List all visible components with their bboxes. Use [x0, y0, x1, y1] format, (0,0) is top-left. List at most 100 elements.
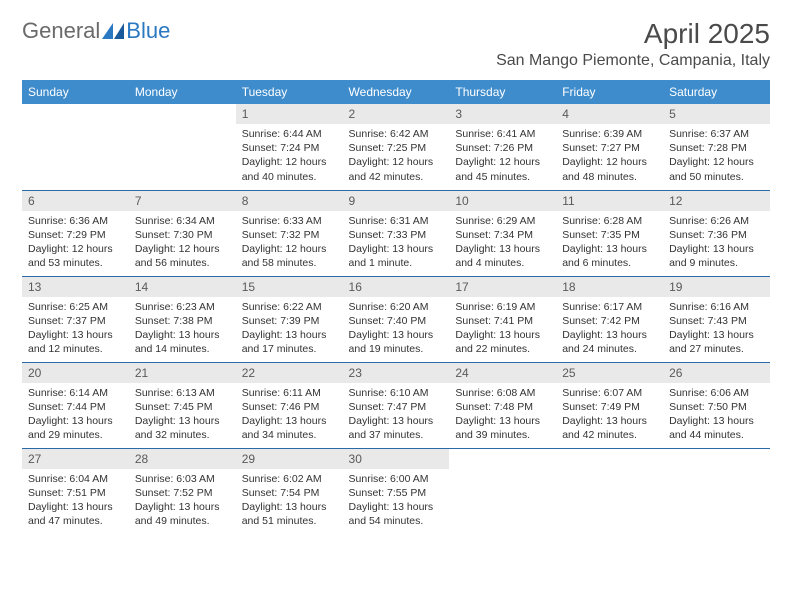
day-details: Sunrise: 6:37 AMSunset: 7:28 PMDaylight:…: [663, 124, 770, 188]
day-cell: 18Sunrise: 6:17 AMSunset: 7:42 PMDayligh…: [556, 276, 663, 362]
sunset-text: Sunset: 7:50 PM: [669, 400, 764, 414]
day-details: Sunrise: 6:28 AMSunset: 7:35 PMDaylight:…: [556, 211, 663, 275]
day-details: Sunrise: 6:31 AMSunset: 7:33 PMDaylight:…: [343, 211, 450, 275]
day-details: Sunrise: 6:16 AMSunset: 7:43 PMDaylight:…: [663, 297, 770, 361]
day-details: Sunrise: 6:13 AMSunset: 7:45 PMDaylight:…: [129, 383, 236, 447]
day-number: 2: [343, 104, 450, 124]
page-header: General Blue April 2025 San Mango Piemon…: [22, 18, 770, 70]
sunrise-text: Sunrise: 6:41 AM: [455, 127, 550, 141]
day-number: 7: [129, 191, 236, 211]
day-details: Sunrise: 6:33 AMSunset: 7:32 PMDaylight:…: [236, 211, 343, 275]
daylight-text: Daylight: 12 hours and 50 minutes.: [669, 155, 764, 183]
day-cell: 8Sunrise: 6:33 AMSunset: 7:32 PMDaylight…: [236, 190, 343, 276]
day-cell: 4Sunrise: 6:39 AMSunset: 7:27 PMDaylight…: [556, 104, 663, 190]
day-header: Friday: [556, 80, 663, 104]
day-number: 8: [236, 191, 343, 211]
sunset-text: Sunset: 7:28 PM: [669, 141, 764, 155]
sunset-text: Sunset: 7:51 PM: [28, 486, 123, 500]
day-cell: 27 Sunrise: 6:04 AMSunset: 7:51 PMDayligh…: [22, 448, 129, 534]
day-details: Sunrise: 6:42 AMSunset: 7:25 PMDaylight:…: [343, 124, 450, 188]
day-number: 23: [343, 363, 450, 383]
day-cell: 26Sunrise: 6:06 AMSunset: 7:50 PMDayligh…: [663, 362, 770, 448]
title-block: April 2025 San Mango Piemonte, Campania,…: [496, 18, 770, 70]
sunset-text: Sunset: 7:40 PM: [349, 314, 444, 328]
day-details: Sunrise: 6:03 AMSunset: 7:52 PMDaylight:…: [129, 469, 236, 533]
day-cell: [22, 104, 129, 190]
day-cell: 29Sunrise: 6:02 AMSunset: 7:54 PMDayligh…: [236, 448, 343, 534]
sunrise-text: Sunrise: 6:44 AM: [242, 127, 337, 141]
sunrise-text: Sunrise: 6:26 AM: [669, 214, 764, 228]
logo-text-1: General: [22, 18, 100, 44]
day-header: Monday: [129, 80, 236, 104]
daylight-text: Daylight: 12 hours and 42 minutes.: [349, 155, 444, 183]
day-number: 17: [449, 277, 556, 297]
sunset-text: Sunset: 7:52 PM: [135, 486, 230, 500]
sunrise-text: Sunrise: 6:36 AM: [28, 214, 123, 228]
day-cell: 6Sunrise: 6:36 AMSunset: 7:29 PMDaylight…: [22, 190, 129, 276]
daylight-text: Daylight: 13 hours and 17 minutes.: [242, 328, 337, 356]
week-row: 27Sunrise: 6:04 AMSunset: 7:51 PMDayligh…: [22, 448, 770, 534]
day-cell: 16Sunrise: 6:20 AMSunset: 7:40 PMDayligh…: [343, 276, 450, 362]
month-title: April 2025: [496, 18, 770, 50]
sunrise-text: Sunrise: 6:33 AM: [242, 214, 337, 228]
week-row: 6Sunrise: 6:36 AMSunset: 7:29 PMDaylight…: [22, 190, 770, 276]
sunrise-text: Sunrise: 6:04 AM: [28, 472, 123, 486]
day-header: Wednesday: [343, 80, 450, 104]
day-cell: 3Sunrise: 6:41 AMSunset: 7:26 PMDaylight…: [449, 104, 556, 190]
day-number: 6: [22, 191, 129, 211]
day-number: 11: [556, 191, 663, 211]
sunrise-text: Sunrise: 6:39 AM: [562, 127, 657, 141]
day-details: Sunrise: 6:02 AMSunset: 7:54 PMDaylight:…: [236, 469, 343, 533]
daylight-text: Daylight: 13 hours and 4 minutes.: [455, 242, 550, 270]
daylight-text: Daylight: 13 hours and 47 minutes.: [28, 500, 123, 528]
sunrise-text: Sunrise: 6:22 AM: [242, 300, 337, 314]
calendar-table: Sunday Monday Tuesday Wednesday Thursday…: [22, 80, 770, 534]
day-details: Sunrise: 6:22 AMSunset: 7:39 PMDaylight:…: [236, 297, 343, 361]
day-details: Sunrise: 6:29 AMSunset: 7:34 PMDaylight:…: [449, 211, 556, 275]
day-number: 27: [22, 449, 129, 469]
location-subtitle: San Mango Piemonte, Campania, Italy: [496, 52, 770, 70]
daylight-text: Daylight: 13 hours and 24 minutes.: [562, 328, 657, 356]
sunset-text: Sunset: 7:25 PM: [349, 141, 444, 155]
sunset-text: Sunset: 7:46 PM: [242, 400, 337, 414]
daylight-text: Daylight: 13 hours and 49 minutes.: [135, 500, 230, 528]
day-cell: 20Sunrise: 6:14 AMSunset: 7:44 PMDayligh…: [22, 362, 129, 448]
daylight-text: Daylight: 13 hours and 9 minutes.: [669, 242, 764, 270]
daylight-text: Daylight: 13 hours and 19 minutes.: [349, 328, 444, 356]
sunrise-text: Sunrise: 6:00 AM: [349, 472, 444, 486]
sunrise-text: Sunrise: 6:02 AM: [242, 472, 337, 486]
daylight-text: Daylight: 13 hours and 1 minute.: [349, 242, 444, 270]
day-details: Sunrise: 6:08 AMSunset: 7:48 PMDaylight:…: [449, 383, 556, 447]
sunrise-text: Sunrise: 6:19 AM: [455, 300, 550, 314]
sunrise-text: Sunrise: 6:17 AM: [562, 300, 657, 314]
day-number: 19: [663, 277, 770, 297]
day-number: 5: [663, 104, 770, 124]
sunrise-text: Sunrise: 6:03 AM: [135, 472, 230, 486]
day-details: Sunrise: 6:00 AMSunset: 7:55 PMDaylight:…: [343, 469, 450, 533]
sunrise-text: Sunrise: 6:10 AM: [349, 386, 444, 400]
logo: General Blue: [22, 18, 170, 44]
week-row: 20Sunrise: 6:14 AMSunset: 7:44 PMDayligh…: [22, 362, 770, 448]
sunrise-text: Sunrise: 6:16 AM: [669, 300, 764, 314]
daylight-text: Daylight: 13 hours and 37 minutes.: [349, 414, 444, 442]
sunrise-text: Sunrise: 6:34 AM: [135, 214, 230, 228]
day-header: Sunday: [22, 80, 129, 104]
day-details: Sunrise: 6:20 AMSunset: 7:40 PMDaylight:…: [343, 297, 450, 361]
sunrise-text: Sunrise: 6:06 AM: [669, 386, 764, 400]
day-number: 25: [556, 363, 663, 383]
day-number: 21: [129, 363, 236, 383]
sunset-text: Sunset: 7:44 PM: [28, 400, 123, 414]
day-header: Thursday: [449, 80, 556, 104]
day-cell: 19Sunrise: 6:16 AMSunset: 7:43 PMDayligh…: [663, 276, 770, 362]
day-number: 4: [556, 104, 663, 124]
sunset-text: Sunset: 7:33 PM: [349, 228, 444, 242]
day-cell: 13Sunrise: 6:25 AMSunset: 7:37 PMDayligh…: [22, 276, 129, 362]
week-row: 1Sunrise: 6:44 AMSunset: 7:24 PMDaylight…: [22, 104, 770, 190]
day-header: Tuesday: [236, 80, 343, 104]
sunset-text: Sunset: 7:41 PM: [455, 314, 550, 328]
daylight-text: Daylight: 12 hours and 58 minutes.: [242, 242, 337, 270]
sunset-text: Sunset: 7:34 PM: [455, 228, 550, 242]
daylight-text: Daylight: 13 hours and 6 minutes.: [562, 242, 657, 270]
sunrise-text: Sunrise: 6:20 AM: [349, 300, 444, 314]
day-number: 29: [236, 449, 343, 469]
